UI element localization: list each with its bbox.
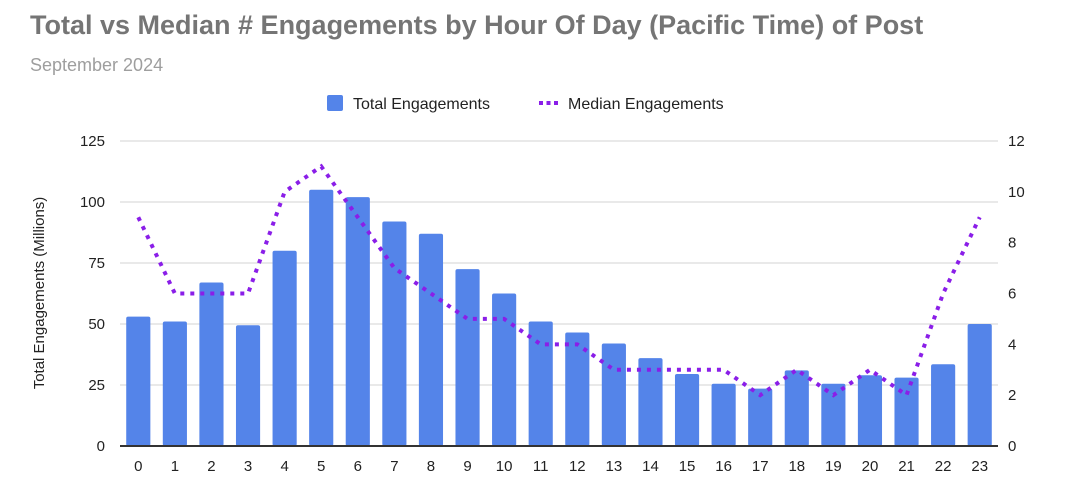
x-tick-label: 10 [496, 458, 513, 475]
x-tick-label: 8 [427, 458, 435, 475]
x-tick-label: 13 [606, 458, 623, 475]
median-engagements-line [136, 163, 982, 399]
bar-hour-6 [345, 197, 370, 446]
bar-hour-20 [857, 375, 883, 446]
y-right-tick-label: 6 [1008, 286, 1016, 303]
x-tick-label: 17 [752, 458, 769, 475]
y-axis-label: Total Engagements (Millions) [31, 197, 48, 390]
x-tick-label: 21 [898, 458, 915, 475]
y-right-tick-label: 0 [1008, 438, 1016, 455]
legend-label-total: Total Engagements [353, 96, 490, 113]
y-right-tick-label: 8 [1008, 235, 1016, 252]
bar-hour-16 [711, 383, 736, 446]
bar-hour-10 [492, 293, 517, 446]
y-tick-label: 75 [88, 255, 105, 272]
bar-hour-21 [894, 377, 919, 446]
y-right-tick-label: 2 [1008, 387, 1016, 404]
y-tick-label: 50 [88, 316, 105, 333]
bar-hour-0 [126, 316, 151, 446]
y-right-tick-label: 10 [1008, 184, 1025, 201]
x-tick-label: 19 [825, 458, 842, 475]
legend-swatch-total [327, 95, 343, 111]
x-tick-label: 0 [134, 458, 142, 475]
x-tick-label: 20 [862, 458, 879, 475]
x-tick-label: 1 [171, 458, 179, 475]
legend-label-median: Median Engagements [568, 96, 724, 113]
bar-hour-2 [199, 282, 224, 446]
bar-hour-15 [674, 374, 700, 446]
x-tick-label: 11 [533, 458, 549, 475]
bar-hour-17 [748, 388, 773, 446]
bar-hour-13 [601, 343, 626, 446]
y-right-tick-label: 4 [1008, 336, 1016, 353]
bar-hour-11 [528, 321, 553, 446]
bar-hour-3 [235, 325, 261, 446]
x-tick-label: 14 [642, 458, 659, 475]
x-tick-label: 9 [463, 458, 471, 475]
bar-hour-4 [272, 250, 297, 446]
bar-hour-7 [382, 221, 407, 446]
bar-hour-5 [309, 189, 334, 447]
x-tick-label: 2 [207, 458, 215, 475]
x-tick-label: 5 [317, 458, 325, 475]
bar-hour-18 [784, 370, 809, 446]
chart-subtitle: September 2024 [30, 55, 164, 75]
bar-hour-22 [931, 364, 956, 446]
y-tick-label: 125 [80, 133, 105, 150]
bar-hour-23 [967, 324, 992, 446]
x-tick-label: 4 [280, 458, 288, 475]
x-tick-label: 12 [569, 458, 586, 475]
x-tick-label: 15 [679, 458, 696, 475]
legend: Total Engagements Median Engagements [327, 95, 724, 113]
x-tick-label: 7 [390, 458, 398, 475]
bar-hour-9 [455, 269, 480, 446]
x-tick-label: 23 [971, 458, 988, 475]
chart-title: Total vs Median # Engagements by Hour Of… [30, 10, 924, 40]
bar-hour-12 [565, 332, 590, 446]
bar-hour-19 [821, 383, 846, 446]
x-tick-label: 6 [354, 458, 362, 475]
y-right-tick-label: 12 [1008, 133, 1025, 150]
bar-hour-1 [162, 321, 187, 446]
y-tick-label: 0 [97, 438, 105, 455]
y-tick-label: 100 [80, 194, 105, 211]
x-tick-label: 3 [244, 458, 252, 475]
bar-hour-8 [418, 233, 444, 446]
x-tick-label: 22 [935, 458, 952, 475]
x-tick-label: 18 [788, 458, 805, 475]
bar-hour-14 [638, 358, 663, 446]
x-tick-label: 16 [715, 458, 732, 475]
y-tick-label: 25 [88, 377, 105, 394]
